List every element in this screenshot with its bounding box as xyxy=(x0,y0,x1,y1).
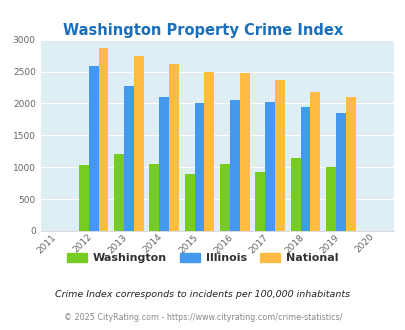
Bar xyxy=(124,85,134,231)
Bar xyxy=(300,107,310,231)
Bar xyxy=(229,100,239,231)
Bar xyxy=(345,97,355,231)
Text: Crime Index corresponds to incidents per 100,000 inhabitants: Crime Index corresponds to incidents per… xyxy=(55,290,350,299)
Bar xyxy=(184,174,194,231)
Bar xyxy=(310,92,320,231)
Bar xyxy=(255,172,264,231)
Bar xyxy=(290,158,300,231)
Bar xyxy=(194,103,204,231)
Bar xyxy=(239,73,249,231)
Bar xyxy=(114,154,124,231)
Legend: Washington, Illinois, National: Washington, Illinois, National xyxy=(63,248,342,268)
Bar xyxy=(169,64,179,231)
Text: © 2025 CityRating.com - https://www.cityrating.com/crime-statistics/: © 2025 CityRating.com - https://www.city… xyxy=(64,313,341,322)
Bar xyxy=(325,167,335,231)
Bar xyxy=(134,56,143,231)
Bar xyxy=(88,66,98,231)
Text: Washington Property Crime Index: Washington Property Crime Index xyxy=(63,23,342,38)
Bar xyxy=(275,81,284,231)
Bar xyxy=(204,72,214,231)
Bar xyxy=(79,165,88,231)
Bar xyxy=(220,164,229,231)
Bar xyxy=(149,164,159,231)
Bar xyxy=(98,48,108,231)
Bar xyxy=(264,102,275,231)
Bar xyxy=(159,97,169,231)
Bar xyxy=(335,113,345,231)
